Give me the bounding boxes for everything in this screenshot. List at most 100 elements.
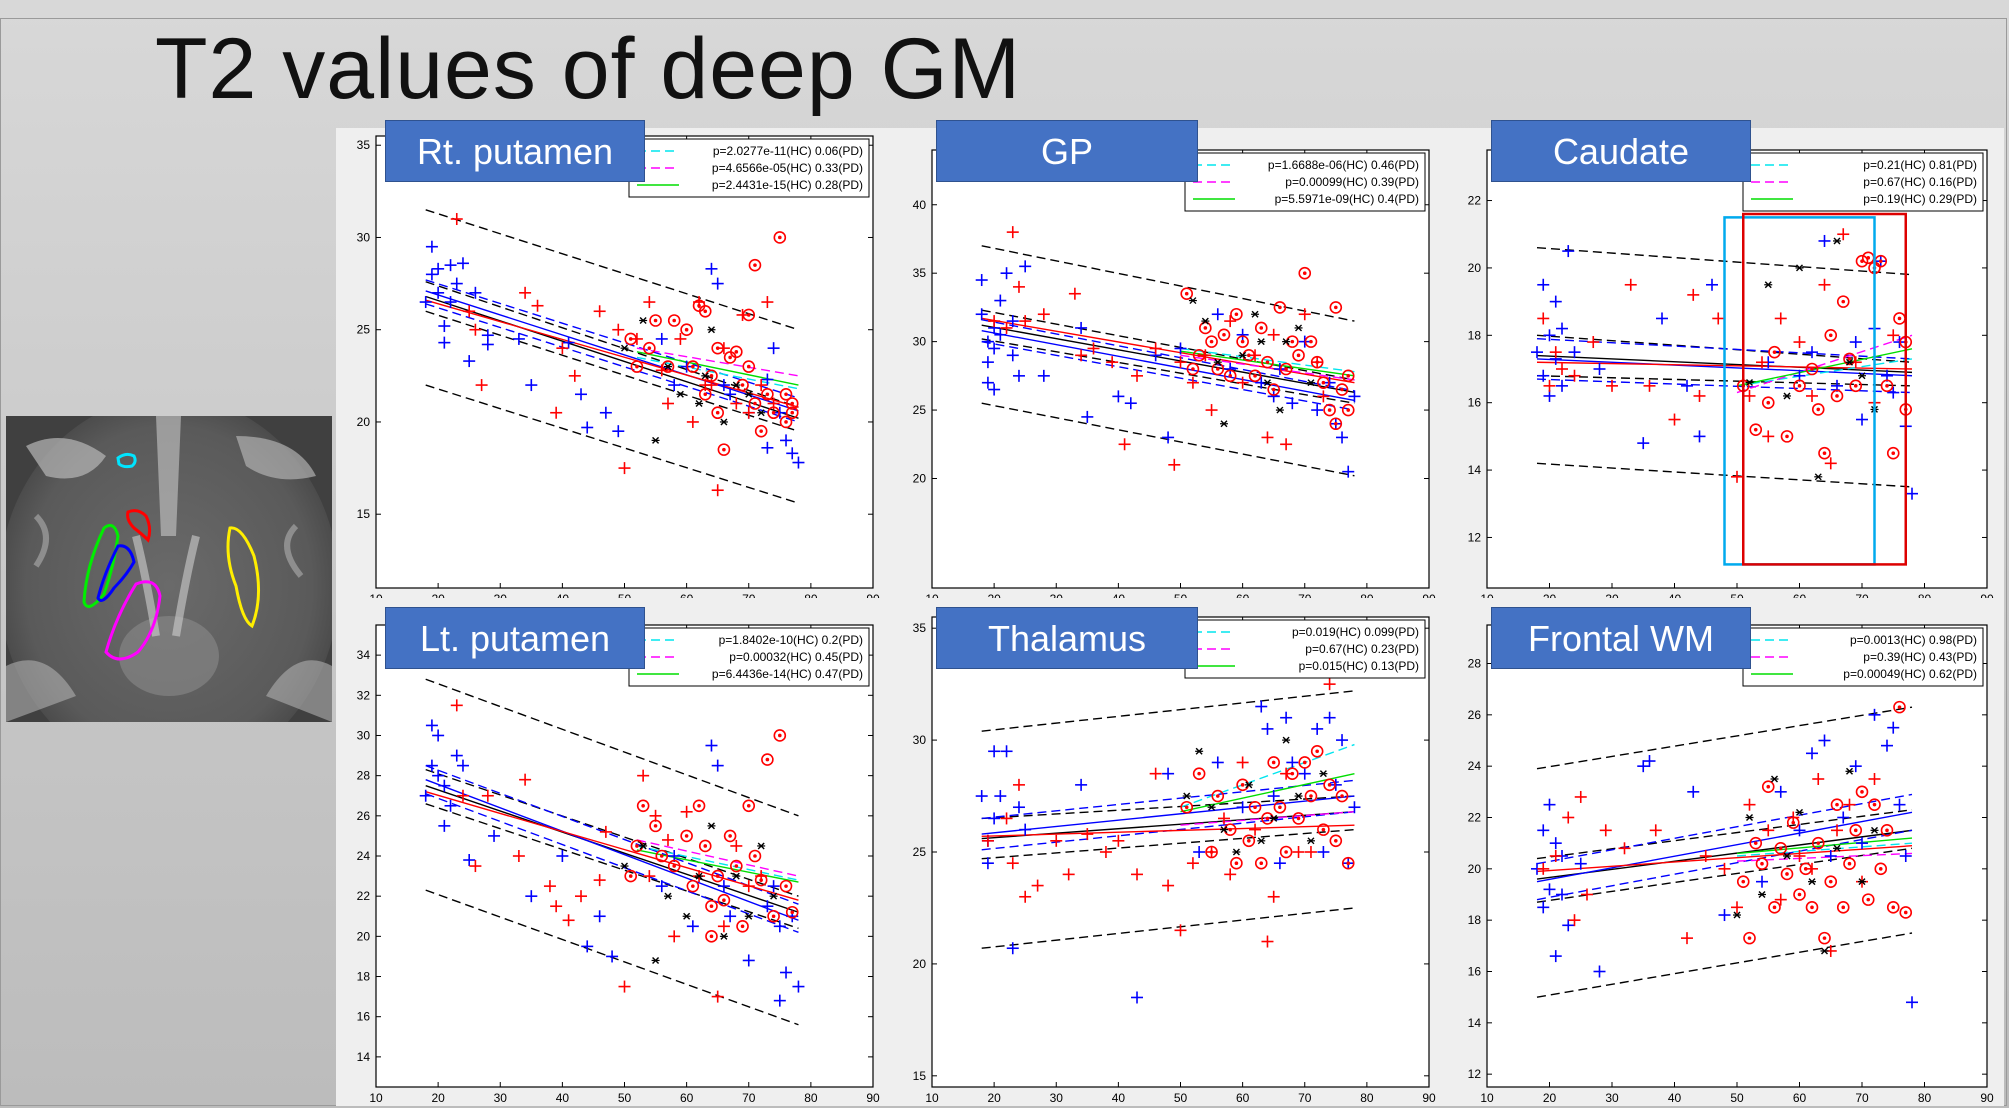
- pd-circled-point: [1317, 823, 1330, 836]
- pd-circled-point: [1180, 287, 1194, 301]
- regression-line-ci-lower: [425, 803, 799, 929]
- pd-point: [1304, 846, 1317, 858]
- black-point: [639, 842, 648, 850]
- hc-point: [1336, 431, 1349, 444]
- thalamus-roi: [104, 580, 162, 661]
- pd-point: [1843, 798, 1856, 811]
- hc-point: [1537, 901, 1550, 914]
- chart-frontal-wm: 10 20 30 40 50 60 70 80 90 12 14 16 18 20 22 24 26 28 p=0.…: [1468, 624, 1994, 1105]
- pd-point: [612, 323, 625, 336]
- black-point: [1257, 837, 1266, 845]
- x-tick-label: 80: [804, 592, 818, 598]
- hc-point: [1019, 823, 1032, 836]
- hc-point: [1019, 260, 1032, 273]
- hc-point: [1012, 369, 1025, 382]
- pd-circled-point: [1192, 349, 1206, 362]
- pd-point: [593, 305, 606, 318]
- pd-point: [450, 213, 463, 226]
- pd-circled-point: [643, 341, 656, 355]
- pd-point: [1249, 823, 1262, 836]
- pd-circled-point: [1341, 403, 1355, 417]
- pd-point: [1793, 336, 1806, 349]
- pd-point: [1131, 369, 1144, 382]
- hc-point: [525, 890, 538, 903]
- pd-point: [481, 789, 494, 802]
- y-tick-label: 18: [1468, 328, 1482, 342]
- pd-circled-point: [1292, 812, 1305, 825]
- pd-circled-point: [1329, 834, 1343, 848]
- x-tick-label: 70: [742, 1091, 756, 1105]
- hc-point: [450, 749, 463, 762]
- regression-line-blue-ci-u: [1536, 793, 1913, 865]
- black-point: [1845, 767, 1854, 775]
- pd-circled-point: [1768, 345, 1781, 359]
- pd-circled-point: [1223, 369, 1237, 383]
- pd-circled-point: [761, 387, 774, 401]
- hc-point: [1162, 767, 1175, 780]
- pd-point: [1762, 430, 1775, 443]
- hc-point: [1280, 711, 1293, 724]
- hc-point: [780, 966, 793, 979]
- pd-point: [1012, 280, 1025, 293]
- x-tick-label: 30: [1050, 592, 1064, 598]
- x-tick-label: 70: [1298, 1091, 1312, 1105]
- y-tick-label: 14: [1468, 1016, 1482, 1030]
- black-point: [1319, 770, 1328, 778]
- hc-point: [1348, 801, 1361, 814]
- y-tick-label: 16: [1468, 396, 1482, 410]
- chart-lt-putamen: 10 20 30 40 50 60 70 80 90 14 16 18 20 22 24 26 28 30 32 34…: [357, 624, 880, 1105]
- pd-point: [562, 914, 575, 927]
- hc-point: [717, 379, 730, 392]
- black-point: [1188, 297, 1197, 305]
- pd-circled-point: [1341, 856, 1355, 870]
- pd-circled-point: [1261, 355, 1274, 369]
- pd-circled-point: [1843, 352, 1856, 366]
- pd-circled-point: [1761, 396, 1775, 409]
- hc-point: [581, 421, 594, 434]
- x-tick-label: 50: [1174, 592, 1188, 598]
- black-point: [707, 326, 716, 334]
- pd-point: [1681, 932, 1693, 945]
- y-tick-label: 30: [913, 733, 927, 747]
- plot-content: [975, 678, 1361, 1004]
- pd-point: [1186, 376, 1199, 389]
- hc-point: [705, 739, 718, 752]
- pd-point: [575, 890, 588, 903]
- y-tick-label: 15: [357, 507, 371, 521]
- hc-point: [1081, 410, 1094, 423]
- hc-point: [1211, 308, 1224, 321]
- hc-point: [450, 277, 463, 290]
- legend-entry: p=1.6688e-06(HC) 0.46(PD): [1268, 158, 1419, 172]
- pd-circled-point: [680, 323, 693, 337]
- black-point: [1833, 237, 1841, 245]
- black-point: [620, 344, 629, 352]
- pd-point: [1280, 438, 1293, 451]
- pd-point: [543, 880, 556, 893]
- x-tick-label: 80: [1360, 592, 1374, 598]
- regression-line-ci-upper: [425, 281, 799, 408]
- pd-circled-point: [730, 345, 743, 359]
- hc-point: [1893, 798, 1906, 811]
- pd-circled-point: [1323, 778, 1336, 792]
- regression-line-blue-fit: [425, 779, 799, 921]
- y-tick-label: 20: [913, 957, 927, 971]
- x-tick-label: 90: [1980, 592, 1994, 598]
- legend-entry: p=1.8402e-10(HC) 0.2(PD): [719, 633, 863, 647]
- pd-point: [1606, 379, 1618, 392]
- hc-point: [481, 338, 494, 351]
- pd-circled-point: [1849, 824, 1863, 837]
- pd-point: [1112, 834, 1125, 847]
- hc-point: [1637, 760, 1650, 773]
- regression-line-ci-upper: [1536, 809, 1913, 860]
- pd-point: [1131, 868, 1144, 881]
- y-tick-label: 16: [1468, 965, 1482, 979]
- pd-circled-point: [1743, 931, 1756, 945]
- pd-circled-point: [1793, 379, 1806, 393]
- hc-point: [1006, 942, 1019, 955]
- regression-line-blue-ci-u: [981, 319, 1355, 392]
- pd-circled-point: [1254, 856, 1268, 870]
- pd-point: [469, 323, 482, 336]
- x-tick-label: 50: [1730, 1091, 1744, 1105]
- pd-circled-point: [1899, 906, 1913, 919]
- x-tick-label: 80: [804, 1091, 818, 1105]
